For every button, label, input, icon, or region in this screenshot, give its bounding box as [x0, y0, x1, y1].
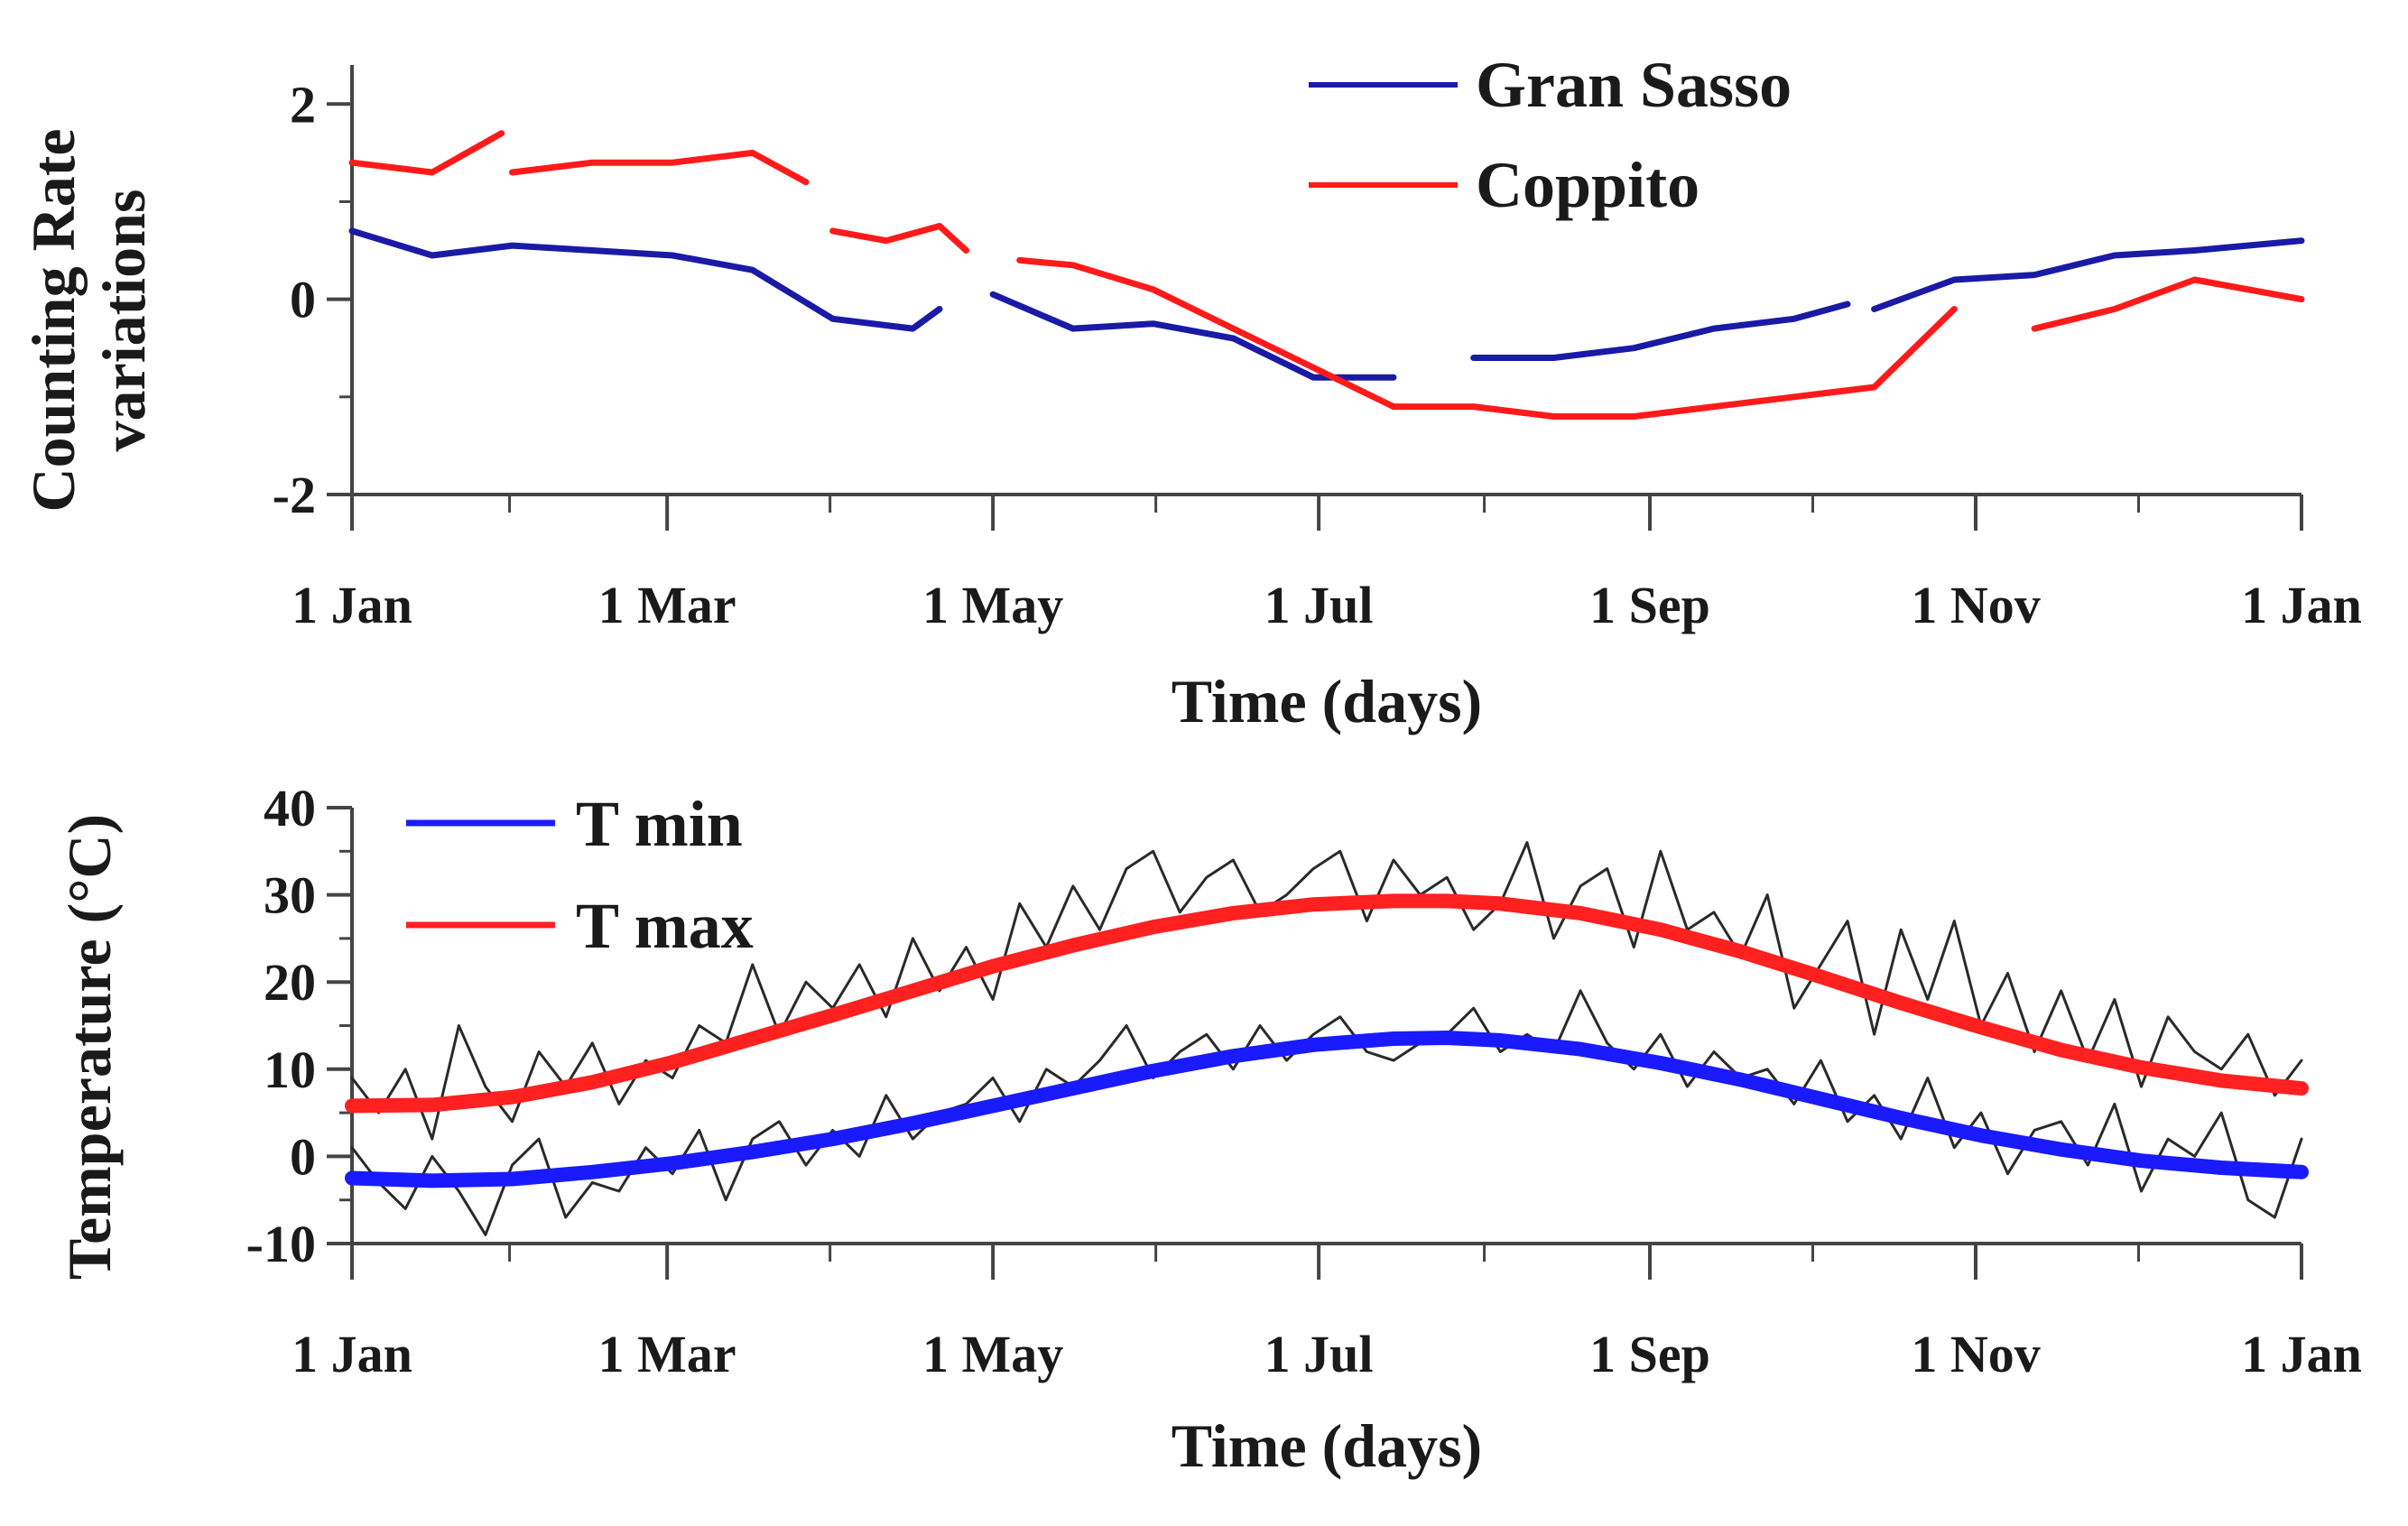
bottom-series — [345, 841, 2309, 1236]
top-x-tick-label: 1 Sep — [1589, 576, 1710, 634]
legend-label-gran-sasso: Gran Sasso — [1476, 49, 1792, 121]
bottom-x-tick-label: 1 Sep — [1589, 1325, 1710, 1383]
top-x-tick-label: 1 Nov — [1911, 576, 2040, 634]
top-x-tick-label: 1 Mar — [598, 576, 736, 634]
top-y-tick-label: 0 — [290, 271, 316, 329]
bottom-y-tick-label: 20 — [264, 953, 316, 1012]
series-daily-t-min-line — [350, 989, 2303, 1236]
top-y-axis-title-line2: variations — [89, 190, 158, 452]
top-x-axis-title: Time (days) — [1172, 667, 1482, 735]
top-legend: Gran Sasso Coppito — [1309, 49, 1792, 221]
bottom-y-tick-label: -10 — [246, 1215, 316, 1273]
legend-label-tmin: T min — [576, 788, 743, 860]
top-series — [348, 130, 2305, 420]
top-x-tick-label: 1 Jul — [1264, 576, 1374, 634]
top-y-axis-title-line1: Counting Rate — [19, 128, 88, 512]
bottom-x-tick-label: 1 Nov — [1911, 1325, 2040, 1383]
bottom-x-axis-title: Time (days) — [1172, 1411, 1482, 1480]
top-x-ticks: 1 Jan 1 Mar 1 May 1 Jul 1 Sep 1 Nov 1 Jan — [292, 495, 2362, 634]
bottom-y-ticks: 40 30 20 10 0 -10 — [246, 779, 352, 1273]
bottom-y-tick-label: 0 — [290, 1127, 316, 1186]
series-gran-sasso-line — [348, 227, 2305, 381]
top-y-tick-label: 2 — [290, 75, 316, 134]
series-daily-t-max-line — [350, 841, 2303, 1141]
series-t-max-line — [345, 893, 2309, 1114]
bottom-x-tick-label: 1 Jan — [2241, 1325, 2362, 1383]
series-t-min-line — [345, 1031, 2309, 1188]
top-x-tick-label: 1 Jan — [2241, 576, 2362, 634]
bottom-x-tick-label: 1 May — [922, 1325, 1063, 1383]
bottom-legend: T min T max — [406, 788, 754, 962]
bottom-y-axis-title: Temperature (°C) — [55, 814, 124, 1280]
bottom-y-tick-label: 30 — [264, 866, 316, 925]
top-y-ticks: 2 0 -2 — [273, 75, 352, 524]
top-x-tick-label: 1 May — [922, 576, 1063, 634]
series-coppito-line — [348, 130, 2305, 420]
top-y-tick-label: -2 — [273, 466, 316, 524]
bottom-x-tick-label: 1 Mar — [598, 1325, 736, 1383]
legend-label-coppito: Coppito — [1476, 149, 1699, 221]
counting-rate-panel: 20-2 1 Jan 1 Mar 1 May 1 Jul 1 Sep 1 Nov 1 Jan… — [19, 49, 2362, 735]
bottom-y-tick-label: 40 — [264, 779, 316, 837]
bottom-x-tick-label: 1 Jul — [1264, 1325, 1374, 1383]
bottom-x-ticks: 1 Jan 1 Mar 1 May 1 Jul 1 Sep 1 Nov 1 Jan — [292, 1244, 2362, 1383]
top-x-tick-label: 1 Jan — [292, 576, 412, 634]
bottom-y-tick-label: 10 — [264, 1040, 316, 1099]
legend-label-tmax: T max — [576, 890, 754, 962]
bottom-x-tick-label: 1 Jan — [292, 1325, 412, 1383]
